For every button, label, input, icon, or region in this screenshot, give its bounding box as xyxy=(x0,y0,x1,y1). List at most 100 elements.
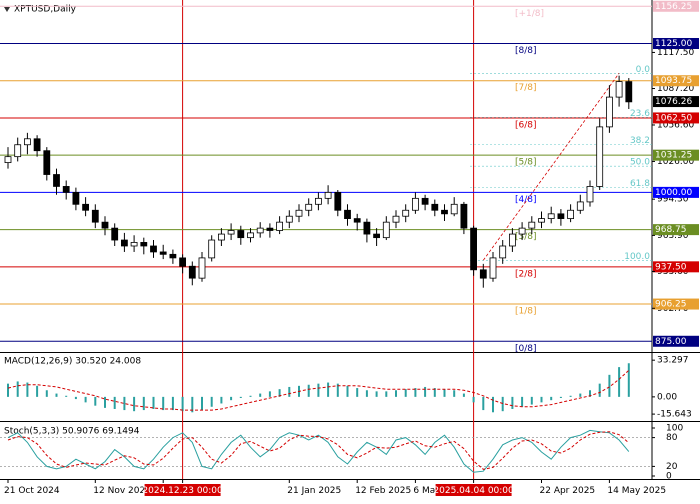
level-label: 937.50 xyxy=(655,262,687,272)
candle-body xyxy=(353,218,361,223)
candle-body xyxy=(567,209,574,219)
level-box xyxy=(653,37,699,49)
macd-title: MACD(12,26,9) 30.520 24.008 xyxy=(4,357,141,367)
candle-body xyxy=(606,96,613,128)
candle-body xyxy=(159,251,167,255)
candle-body xyxy=(14,144,22,158)
x-tick-label: 21 Jan 2025 xyxy=(287,486,341,496)
candle-body xyxy=(140,242,148,247)
stoch-title: Stoch(5,3,3) 50.9076 69.1494 xyxy=(4,427,140,437)
candle-body xyxy=(295,209,303,217)
candle-body xyxy=(62,186,70,193)
candle-body xyxy=(547,213,555,219)
candle-body xyxy=(460,203,468,229)
level-name: [0/8] xyxy=(515,344,537,354)
candle-body xyxy=(285,215,293,223)
level-box xyxy=(653,224,699,236)
chart-title: XPTUSD,Daily xyxy=(14,5,77,15)
candle-body xyxy=(198,257,206,279)
level-name: [6/8] xyxy=(515,120,537,130)
candle-body xyxy=(188,265,196,279)
level-label: 1093.75 xyxy=(655,76,692,86)
y-tick-label: -15.643 xyxy=(657,410,692,420)
stoch-signal xyxy=(7,431,630,470)
candle-body xyxy=(247,232,254,239)
candle-body xyxy=(615,81,623,98)
candle-body xyxy=(596,126,604,187)
x-tick-label: 14 May 2025 xyxy=(607,486,666,496)
candle-body xyxy=(363,221,371,235)
candle-body xyxy=(217,233,225,241)
symbol-icon xyxy=(4,7,10,12)
y-tick-label: 1026.00 xyxy=(657,157,694,167)
x-tick-label: 21 Oct 2024 xyxy=(4,486,60,496)
candle-body xyxy=(179,257,187,267)
candle-body xyxy=(43,150,51,175)
level-name: [5/8] xyxy=(515,158,537,168)
candle-body xyxy=(528,221,536,229)
candle-body xyxy=(499,245,507,259)
x-highlight-label: 2024.12.23 00:00 xyxy=(142,486,223,496)
level-label: 1031.25 xyxy=(655,151,692,161)
fib-label: 61.8 xyxy=(630,179,650,189)
level-box xyxy=(653,261,699,273)
candle-body xyxy=(101,221,109,229)
y-tick-label: 0.00 xyxy=(657,392,677,402)
x-tick-label: 12 Feb 2025 xyxy=(355,486,411,496)
candle-body xyxy=(557,213,565,219)
candle-body xyxy=(4,156,12,164)
level-name: [3/8] xyxy=(515,232,537,242)
y-tick-label: 0 xyxy=(666,472,672,482)
candle-body xyxy=(130,242,138,247)
candle-body xyxy=(169,253,177,259)
candle-body xyxy=(111,227,119,241)
candle-body xyxy=(324,191,332,199)
level-label: 1062.50 xyxy=(655,113,692,123)
candle-body xyxy=(23,138,31,146)
level-name: [1/8] xyxy=(515,307,537,317)
level-name: [2/8] xyxy=(515,269,537,279)
candle-body xyxy=(538,218,545,223)
candle-body xyxy=(33,138,41,152)
candle-body xyxy=(256,227,264,234)
level-box xyxy=(653,186,699,198)
candle-body xyxy=(208,239,216,259)
y-tick-label: 1056.60 xyxy=(657,120,694,130)
candle-body xyxy=(121,239,128,247)
candle-body xyxy=(470,227,478,271)
level-label: 875.00 xyxy=(655,337,687,347)
level-name: [7/8] xyxy=(515,83,537,93)
candle-body xyxy=(344,209,351,219)
fib-label: 0.0 xyxy=(636,65,651,75)
candle-body xyxy=(382,221,390,239)
x-tick-label: 12 Nov 2024 xyxy=(93,486,151,496)
y-tick-label: 100 xyxy=(666,424,683,434)
current-label: 1076.26 xyxy=(655,97,692,107)
level-label: 1125.00 xyxy=(655,39,692,49)
level-box xyxy=(653,0,699,12)
x-highlight-label: 2025.04.04 00:00 xyxy=(433,486,514,496)
candle-body xyxy=(334,191,342,211)
candle-body xyxy=(53,174,60,187)
candle-body xyxy=(489,257,497,279)
level-label: 1000.00 xyxy=(655,188,692,198)
candle-body xyxy=(518,227,526,235)
fib-label: 100.0 xyxy=(624,252,650,262)
x-highlight-box xyxy=(144,484,221,496)
candle-body xyxy=(237,230,245,239)
candle-body xyxy=(625,81,633,103)
candle-body xyxy=(373,233,381,239)
level-box xyxy=(653,335,699,347)
level-name: [4/8] xyxy=(515,195,537,205)
y-tick-label: 33.297 xyxy=(657,356,689,366)
candle-body xyxy=(82,203,89,211)
current-box xyxy=(653,96,699,108)
candle-body xyxy=(402,209,410,217)
x-highlight-box xyxy=(435,484,512,496)
candle-body xyxy=(314,197,322,205)
candle-body xyxy=(91,209,99,223)
y-tick-label: 1117.50 xyxy=(657,48,694,58)
candle-body xyxy=(431,203,439,211)
